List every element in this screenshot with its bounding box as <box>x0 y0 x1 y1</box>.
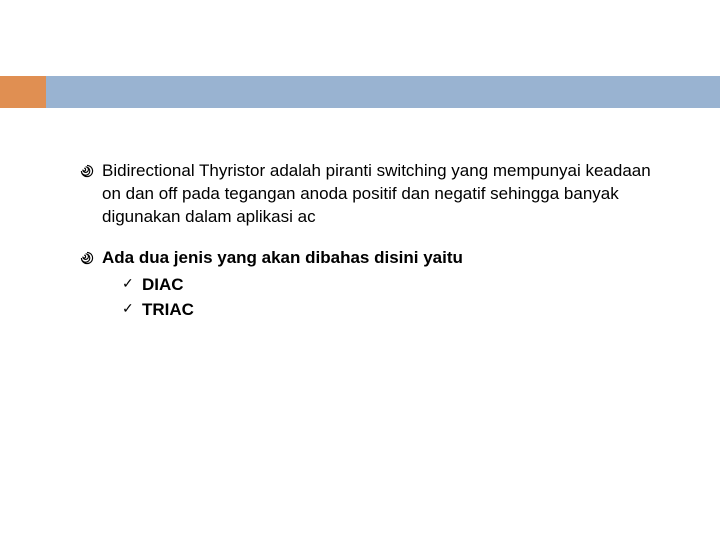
paragraph-block: Ada dua jenis yang akan dibahas disini y… <box>102 247 463 324</box>
spiral-bullet-icon <box>80 164 94 178</box>
spiral-bullet-icon <box>80 251 94 265</box>
sublist: ✓ DIAC ✓ TRIAC <box>122 274 463 322</box>
slide-body: Bidirectional Thyristor adalah piranti s… <box>80 160 660 342</box>
sublist-item: ✓ DIAC <box>122 274 463 297</box>
sublist-text: TRIAC <box>142 299 194 322</box>
paragraph-text: Ada dua jenis yang akan dibahas disini y… <box>102 247 463 270</box>
title-bar <box>46 76 720 108</box>
title-band <box>0 76 720 108</box>
check-icon: ✓ <box>122 299 136 319</box>
bullet-item: Bidirectional Thyristor adalah piranti s… <box>80 160 660 229</box>
bullet-item: Ada dua jenis yang akan dibahas disini y… <box>80 247 660 324</box>
check-icon: ✓ <box>122 274 136 294</box>
sublist-item: ✓ TRIAC <box>122 299 463 322</box>
paragraph-text: Bidirectional Thyristor adalah piranti s… <box>102 160 660 229</box>
sublist-text: DIAC <box>142 274 184 297</box>
title-accent-block <box>0 76 46 108</box>
